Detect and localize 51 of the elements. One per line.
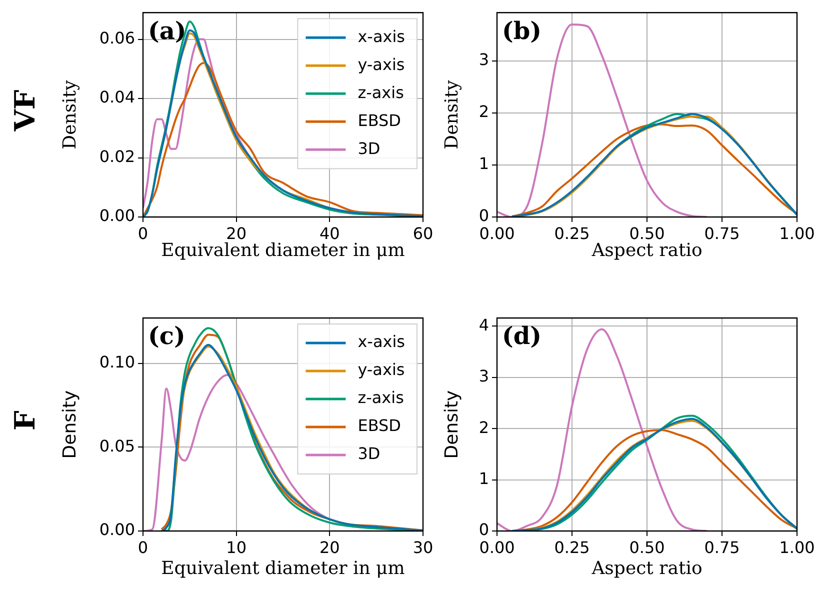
y-tick-label: 4	[478, 315, 489, 334]
legend-label: y-axis	[358, 54, 405, 74]
y-tick-label: 0.10	[99, 352, 135, 372]
legend-label: y-axis	[358, 360, 405, 380]
y-tick-label: 2	[478, 418, 489, 437]
x-tick-label: 20	[319, 538, 340, 557]
y-axis-title: Density	[441, 79, 462, 150]
text: VF	[8, 89, 42, 131]
x-tick-label: 1.00	[779, 224, 815, 243]
legend-label: 3D	[358, 444, 380, 464]
y-tick-label: 0	[478, 520, 489, 540]
x-tick-label: 0.75	[704, 224, 740, 243]
y-tick-label: 0.00	[99, 520, 135, 540]
y-tick-label: 0.04	[99, 88, 135, 107]
legend-label: z-axis	[358, 388, 404, 408]
y-tick-label: 0.06	[99, 28, 135, 48]
y-tick-label: 3	[478, 366, 489, 386]
y-axis-title: Density	[59, 390, 80, 459]
legend-label: x-axis	[358, 26, 405, 46]
x-tick-label: 0.25	[554, 224, 590, 243]
annotation: (b)	[502, 16, 542, 45]
legend-label: EBSD	[358, 110, 401, 130]
x-tick-label: 1.00	[779, 538, 815, 557]
x-tick-label: 30	[412, 538, 434, 557]
text: F	[8, 410, 42, 430]
annotation: (a)	[148, 16, 186, 45]
x-tick-label: 0	[138, 224, 148, 243]
x-tick-label: 60	[412, 224, 434, 243]
y-tick-label: 0.05	[99, 436, 135, 456]
y-tick-label: 3	[478, 50, 489, 70]
y-tick-label: 0	[478, 206, 489, 226]
x-tick-label: 0.50	[629, 538, 665, 557]
y-tick-label: 1	[478, 468, 489, 488]
legend-label: z-axis	[358, 82, 404, 102]
annotation: (d)	[502, 321, 542, 350]
y-tick-label: 0.02	[99, 146, 135, 166]
legend-label: EBSD	[358, 416, 401, 436]
y-tick-label: 2	[478, 102, 489, 122]
x-tick-label: 0	[138, 538, 148, 557]
annotation: (c)	[148, 321, 186, 350]
x-tick-label: 0.25	[554, 538, 590, 557]
legend-label: x-axis	[358, 332, 405, 352]
y-tick-label: 1	[478, 154, 489, 174]
y-axis-title: Density	[441, 390, 462, 459]
legend-label: 3D	[358, 138, 380, 158]
x-tick-label: 10	[226, 538, 247, 557]
x-tick-label: 0.75	[704, 538, 740, 557]
x-axis-title: Equivalent diameter in μm	[161, 558, 405, 579]
y-axis-title: Density	[59, 79, 80, 150]
y-tick-label: 0.00	[99, 206, 135, 226]
x-axis-title: Aspect ratio	[590, 558, 702, 579]
